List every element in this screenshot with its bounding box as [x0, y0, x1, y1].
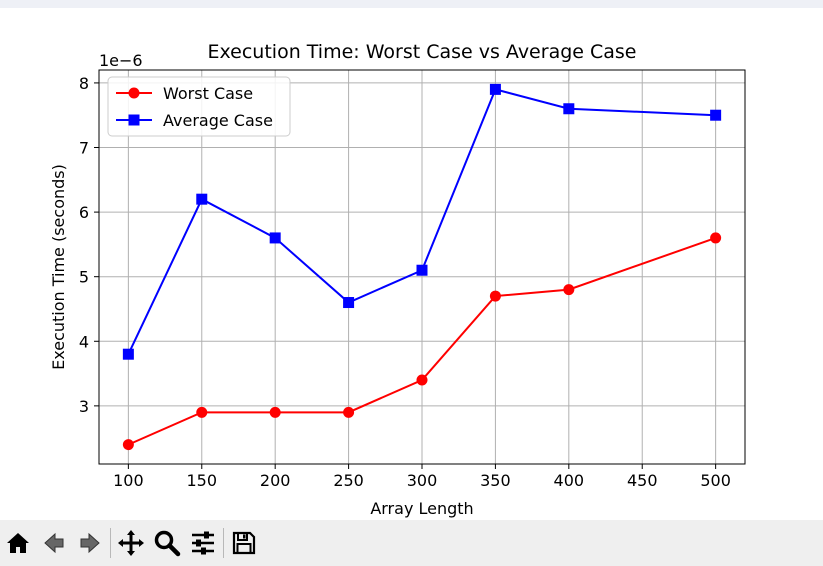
figure-canvas: 100 150 200 250 300 350 400 450 500 3 4 5 6 7 8 1e−6 Exe…: [0, 8, 823, 520]
data-point: [122, 439, 134, 451]
home-button[interactable]: [0, 523, 36, 563]
y-tick-label: 5: [79, 268, 89, 287]
pan-button[interactable]: [113, 523, 149, 563]
chart-title: Execution Time: Worst Case vs Average Ca…: [208, 41, 637, 63]
x-tick-label: 200: [260, 471, 291, 490]
y-axis-label: Execution Time (seconds): [49, 164, 68, 370]
data-point: [489, 83, 501, 95]
data-point: [563, 284, 575, 296]
configure-icon: [192, 531, 214, 555]
x-tick-label: 300: [407, 471, 438, 490]
x-tick-label: 100: [113, 471, 144, 490]
save-button[interactable]: [226, 523, 262, 563]
x-tick-label: 400: [554, 471, 585, 490]
x-tick-label: 450: [627, 471, 658, 490]
navigation-toolbar: [0, 520, 823, 566]
back-icon: [44, 532, 64, 554]
x-tick-label: 150: [186, 471, 217, 490]
legend-label: Average Case: [163, 111, 273, 130]
y-tick-label: 8: [79, 74, 89, 93]
data-point: [269, 232, 281, 244]
data-point: [416, 264, 428, 276]
legend-box: [107, 76, 291, 137]
save-icon: [232, 531, 256, 555]
line-chart: 100 150 200 250 300 350 400 450 500 3 4 5 6 7 8 1e−6 Exe…: [49, 41, 746, 518]
zoom-icon: [154, 530, 181, 557]
x-axis-label: Array Length: [370, 499, 473, 518]
back-button[interactable]: [36, 523, 72, 563]
x-tick-label: 350: [480, 471, 511, 490]
pan-icon: [118, 530, 144, 556]
data-point: [122, 348, 134, 360]
y-tick-label: 7: [79, 139, 89, 158]
series-line: [127, 236, 716, 446]
toolbar-separator: [223, 528, 224, 558]
y-tick-label: 3: [79, 397, 89, 416]
home-icon: [7, 533, 29, 553]
toolbar-separator: [110, 528, 111, 558]
data-point: [416, 374, 428, 386]
y-tick-label: 6: [79, 203, 89, 222]
data-point: [563, 103, 575, 115]
data-point: [343, 297, 355, 309]
data-point: [489, 290, 501, 302]
y-offset-label: 1e−6: [99, 51, 143, 70]
x-tick-label: 500: [700, 471, 731, 490]
x-tick-label: 250: [333, 471, 364, 490]
series-line: [127, 88, 716, 355]
window-top-strip: [0, 0, 823, 8]
zoom-button[interactable]: [149, 523, 185, 563]
data-point: [710, 109, 722, 121]
y-tick-label: 4: [79, 332, 89, 351]
legend-label: Worst Case: [163, 84, 253, 103]
forward-icon: [80, 532, 100, 554]
data-point: [196, 193, 208, 205]
legend-marker: [128, 114, 140, 126]
data-point: [343, 406, 355, 418]
data-point: [196, 406, 208, 418]
data-point: [269, 406, 281, 418]
legend-marker: [128, 87, 140, 99]
configure-button[interactable]: [185, 523, 221, 563]
forward-button[interactable]: [72, 523, 108, 563]
data-point: [710, 232, 722, 244]
